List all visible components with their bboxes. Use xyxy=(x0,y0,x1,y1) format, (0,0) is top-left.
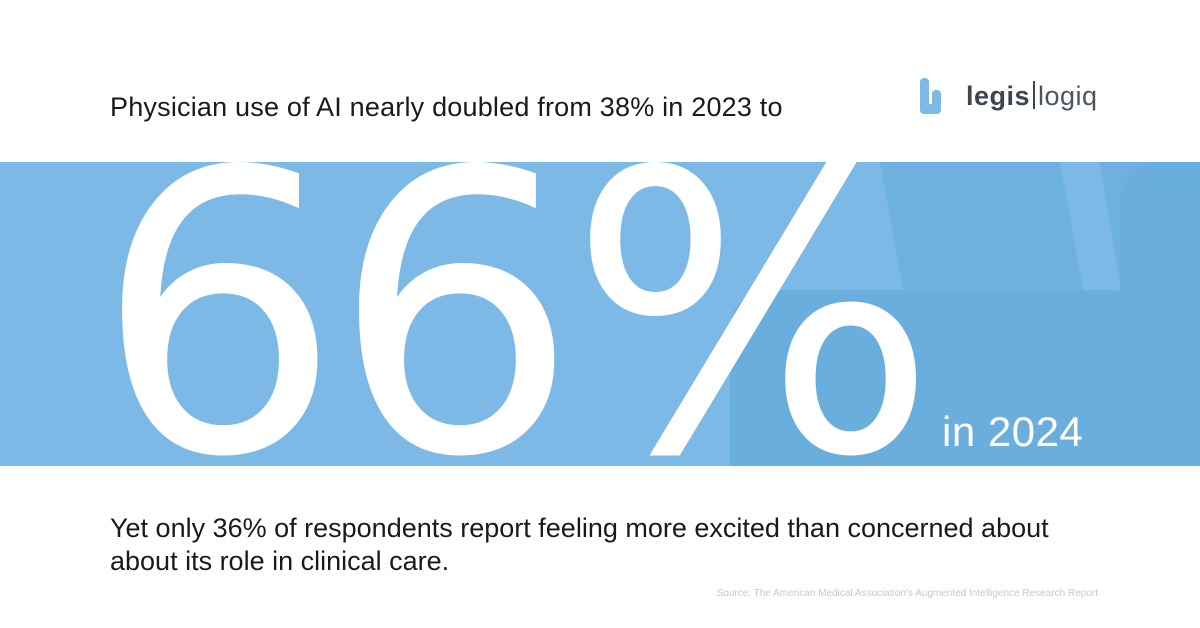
big-stat: 66% xyxy=(95,130,955,466)
highlight-band xyxy=(0,162,1200,466)
logo-divider xyxy=(1033,80,1036,109)
big-stat-value: 66% xyxy=(95,130,937,466)
band-decoration xyxy=(730,162,1200,466)
logo-text-light: logiq xyxy=(1038,80,1098,111)
source-note: Source: The American Medical Association… xyxy=(716,588,1098,599)
headline: Physician use of AI nearly doubled from … xyxy=(110,92,783,122)
legislogiq-logo-icon xyxy=(920,78,941,114)
brand-logo: legis logiq xyxy=(918,76,1098,116)
logo-text-bold: legis xyxy=(966,80,1031,111)
subtext: Yet only 36% of respondents report feeli… xyxy=(110,513,1049,576)
stat-year-label: in 2024 xyxy=(942,408,1084,455)
